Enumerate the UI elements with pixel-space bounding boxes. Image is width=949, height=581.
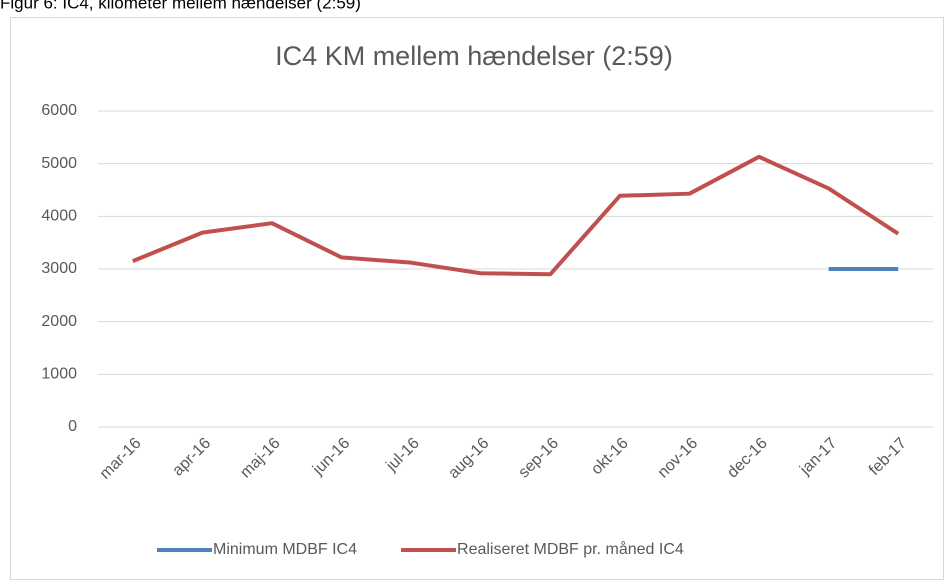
y-tick-label: 4000 [41,208,77,225]
legend-label: Minimum MDBF IC4 [213,541,357,558]
legend-label: Realiseret MDBF pr. måned IC4 [457,540,684,558]
y-tick-label: 1000 [41,366,77,383]
y-tick-label: 0 [68,418,77,435]
y-tick-label: 6000 [41,102,77,119]
y-tick-label: 5000 [41,155,77,172]
chart-title: IC4 KM mellem hændelser (2:59) [275,41,673,71]
caption: Figur 6: IC4, kilometer mellem hændelser… [0,0,361,12]
chart-frame [10,17,944,580]
series-line [132,154,900,277]
y-tick-label: 2000 [41,313,77,330]
y-tick-label: 3000 [41,260,77,277]
